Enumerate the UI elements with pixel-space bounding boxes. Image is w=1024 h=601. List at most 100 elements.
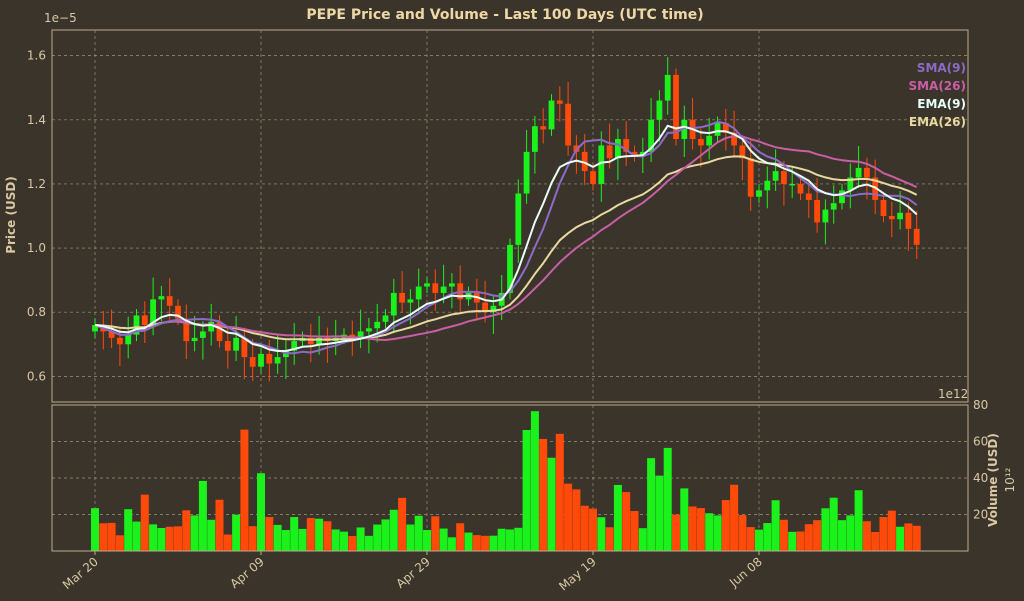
candle-body (565, 103, 571, 146)
volume-bar (672, 514, 680, 551)
volume-bar (705, 513, 714, 551)
volume-bar (323, 521, 332, 551)
price-axis-label: Price (USD) (4, 176, 18, 254)
volume-bar (896, 526, 905, 551)
volume-bar (730, 484, 739, 551)
candle-body (316, 337, 322, 345)
candle-body (556, 100, 563, 104)
chart-title: PEPE Price and Volume - Last 100 Days (U… (306, 7, 703, 23)
candle-body (432, 283, 439, 293)
candle-body (141, 315, 148, 326)
candle-body (515, 193, 522, 245)
volume-bar (771, 500, 780, 551)
volume-bar (132, 521, 141, 551)
volume-bar (489, 535, 498, 551)
price-tick-label: 0.8 (27, 305, 46, 319)
volume-bar (912, 525, 921, 551)
candle-body (166, 296, 173, 306)
volume-bar (497, 528, 506, 551)
candle-body (631, 151, 638, 156)
candle-body (374, 321, 381, 329)
volume-bar (813, 520, 822, 551)
volume-bar (713, 515, 722, 551)
volume-bar (638, 528, 647, 551)
candle-body (698, 139, 704, 146)
candle-body (440, 286, 447, 293)
candle-body (888, 216, 895, 220)
candle-body (200, 331, 206, 338)
candle-body (722, 123, 729, 133)
volume-bar (862, 521, 871, 551)
candle-body (382, 315, 389, 322)
volume-bar (240, 429, 249, 551)
candle-body (615, 139, 621, 159)
volume-bar (887, 510, 896, 551)
price-tick-label: 0.6 (27, 369, 46, 383)
candle-body (424, 283, 430, 287)
moving-average-lines (94, 120, 918, 355)
candle-body (789, 183, 796, 186)
legend-entry-ema9: EMA(9) (917, 97, 966, 111)
volume-bar (348, 536, 357, 551)
volume-bar (248, 526, 257, 551)
candle-body (258, 353, 264, 367)
candle-body (855, 167, 862, 178)
legend-entry-ema26: EMA(26) (909, 115, 966, 129)
volume-bar (721, 500, 730, 551)
volume-bar (398, 497, 407, 551)
candle-body (781, 171, 787, 184)
candle-body (623, 139, 630, 152)
volume-bar (580, 505, 589, 551)
volume-bar (738, 515, 747, 551)
legend-entry-sma9: SMA(9) (917, 61, 966, 75)
volume-bar (99, 523, 108, 551)
volume-bar (364, 535, 373, 551)
volume-bar (589, 508, 597, 551)
candle-body (407, 299, 414, 303)
candle-body (158, 296, 165, 300)
volume-bar (165, 526, 174, 551)
volume-bar (663, 447, 672, 551)
candle-body (847, 177, 854, 191)
volume-bar (281, 530, 290, 551)
volume-bar (456, 523, 465, 551)
candle-body (191, 337, 198, 342)
candle-body (216, 321, 223, 342)
volume-bar (879, 517, 888, 551)
volume-bar (149, 524, 158, 551)
candle-body (656, 100, 663, 120)
candle-body (125, 334, 132, 345)
candle-body (150, 299, 156, 326)
candle-body (590, 171, 596, 184)
candle-body (606, 145, 613, 159)
volume-bar (431, 516, 440, 551)
volume-bar (597, 517, 606, 551)
volume-bar (373, 524, 382, 551)
volume-bar (647, 458, 656, 551)
volume-bar (696, 508, 705, 551)
volume-bar (472, 535, 481, 551)
volume-bar (190, 515, 199, 551)
candle-body (814, 199, 820, 223)
volume-bar (273, 524, 282, 551)
candle-body (523, 151, 530, 194)
candle-body (747, 158, 754, 197)
volume-bar (871, 532, 880, 551)
candle-body (897, 212, 903, 220)
candle-body (274, 357, 281, 364)
volume-axis-label: Volume (USD) (986, 433, 1000, 527)
candle-body (764, 180, 771, 191)
candle-body (175, 305, 181, 319)
legend-entry-sma26: SMA(26) (908, 79, 966, 93)
volume-bar (821, 508, 830, 551)
candle-body (648, 119, 654, 152)
volume-bar (804, 524, 813, 551)
volume-bar (315, 518, 324, 551)
candle-body (224, 341, 231, 351)
volume-bar (414, 515, 423, 551)
candle-body (92, 325, 98, 332)
volume-tick-label: 40 (973, 471, 988, 485)
candle-body (108, 331, 115, 338)
price-y-ticks: 0.6 0.8 1.0 1.2 1.4 1.6 (27, 49, 46, 384)
